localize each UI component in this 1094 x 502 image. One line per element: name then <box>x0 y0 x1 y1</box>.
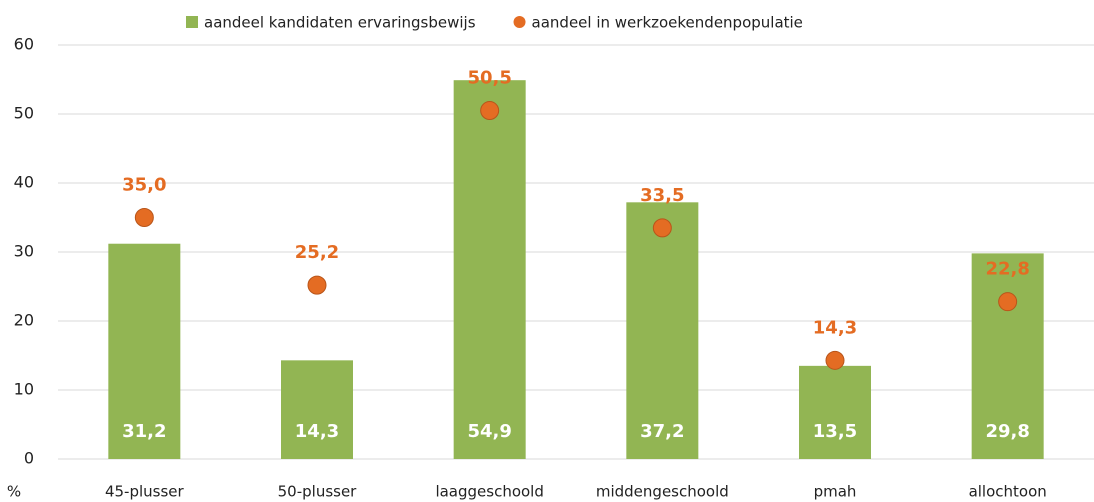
legend-label: aandeel kandidaten ervaringsbewijs <box>204 14 476 32</box>
x-tick-label: middengeschoold <box>596 483 729 501</box>
bar <box>626 202 699 459</box>
bar-value-label: 54,9 <box>467 421 511 442</box>
bar-value-label: 13,5 <box>813 421 857 442</box>
x-tick-label: allochtoon <box>969 483 1047 501</box>
x-tick-label: 45-plusser <box>105 483 185 501</box>
dot <box>652 218 672 238</box>
legend-label: aandeel in werkzoekendenpopulatie <box>532 14 803 32</box>
y-axis-label: % <box>7 483 21 501</box>
dot-value-label: 35,0 <box>122 175 166 196</box>
bar <box>453 80 526 459</box>
bar <box>799 365 871 459</box>
dot-value-label: 22,8 <box>985 259 1029 280</box>
bar-value-label: 31,2 <box>122 421 166 442</box>
dot-value-label: 33,5 <box>640 185 684 206</box>
dot <box>998 292 1018 312</box>
dot <box>134 208 154 227</box>
bar <box>971 253 1044 459</box>
x-tick-label: pmah <box>814 483 857 501</box>
x-tick-label: laaggeschoold <box>435 483 543 501</box>
dot <box>480 101 500 121</box>
dot <box>825 350 845 370</box>
bar-value-label: 14,3 <box>295 421 339 442</box>
y-tick-label: 50 <box>14 104 34 123</box>
bar-value-label: 29,8 <box>985 421 1029 442</box>
legend-swatch <box>513 16 526 28</box>
x-tick-label: 50-plusser <box>278 483 358 501</box>
y-tick-label: 60 <box>14 35 34 54</box>
y-tick-label: 10 <box>14 380 34 399</box>
bar <box>108 243 181 459</box>
y-tick-label: 30 <box>14 242 34 261</box>
y-tick-label: 40 <box>14 173 34 192</box>
bar <box>281 360 353 459</box>
y-tick-label: 0 <box>24 449 34 468</box>
dot <box>307 275 327 295</box>
dot-value-label: 50,5 <box>467 68 511 89</box>
bar-value-label: 37,2 <box>640 421 684 442</box>
dot-value-label: 25,2 <box>295 242 339 263</box>
y-tick-label: 20 <box>14 311 34 330</box>
dot-value-label: 14,3 <box>813 317 857 338</box>
legend-swatch <box>186 16 198 28</box>
